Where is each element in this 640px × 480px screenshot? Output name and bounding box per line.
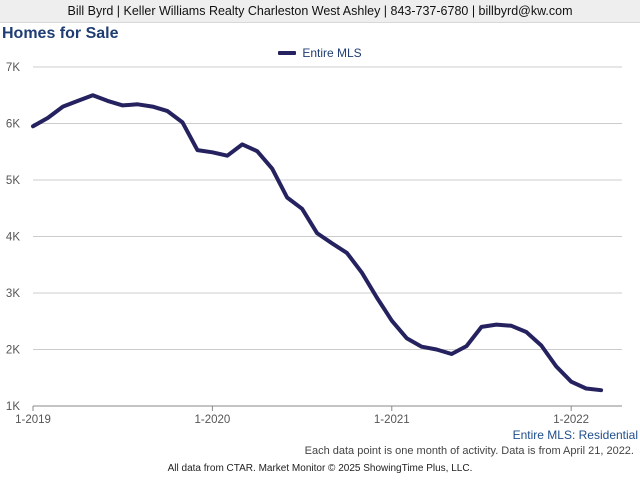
data-point <box>211 151 214 154</box>
data-point <box>435 348 438 351</box>
y-tick-label: 5K <box>6 175 20 187</box>
data-point <box>465 344 468 348</box>
data-point <box>181 121 184 124</box>
data-point <box>540 344 543 347</box>
legend-label: Entire MLS <box>302 46 362 60</box>
y-tick-label: 6K <box>6 119 20 131</box>
chart-title: Homes for Sale <box>2 25 119 42</box>
agent-header-bar: Bill Byrd | Keller Williams Realty Charl… <box>0 0 640 23</box>
data-note: Each data point is one month of activity… <box>304 445 634 457</box>
data-point <box>166 109 169 113</box>
data-point <box>480 325 483 329</box>
legend-swatch <box>278 51 297 55</box>
data-point <box>360 271 364 274</box>
agent-contact-line: Bill Byrd | Keller Williams Realty Charl… <box>67 4 573 18</box>
chart-legend: Entire MLS <box>0 46 640 60</box>
data-point <box>345 251 349 255</box>
data-point <box>495 323 498 326</box>
y-tick-label: 3K <box>6 288 20 300</box>
data-point <box>241 143 244 146</box>
y-tick-label: 4K <box>6 232 20 244</box>
data-point <box>136 103 139 106</box>
x-tick-label: 1-2020 <box>194 414 230 426</box>
chart-subtitle: Entire MLS: Residential <box>512 428 638 442</box>
y-tick-label: 2K <box>6 345 20 357</box>
data-point <box>270 167 274 170</box>
footer-credit: All data from CTAR. Market Monitor © 202… <box>167 463 473 474</box>
data-point <box>555 365 558 368</box>
data-point <box>61 105 65 108</box>
data-point <box>76 99 80 103</box>
data-point <box>196 148 199 152</box>
y-tick-label: 1K <box>6 401 20 413</box>
data-point <box>584 387 588 390</box>
data-point <box>300 207 304 211</box>
data-point <box>46 116 50 120</box>
x-tick-label: 1-2019 <box>15 414 51 426</box>
data-point <box>405 337 408 340</box>
data-point <box>420 345 423 348</box>
data-point <box>91 94 94 97</box>
data-point <box>226 154 229 157</box>
data-point <box>151 105 154 108</box>
data-point <box>599 388 603 392</box>
y-tick-label: 7K <box>6 62 20 74</box>
data-point <box>375 296 379 299</box>
data-point <box>315 231 319 235</box>
data-point <box>121 104 124 107</box>
data-point <box>510 324 513 327</box>
data-point <box>285 196 289 199</box>
series-line <box>31 93 604 393</box>
data-point <box>390 319 393 322</box>
data-point <box>525 330 528 334</box>
data-point <box>256 149 259 153</box>
data-point <box>330 242 334 245</box>
data-point <box>450 352 453 356</box>
data-point <box>31 125 35 128</box>
x-tick-label: 1-2022 <box>553 414 589 426</box>
x-tick-label: 1-2021 <box>374 414 410 426</box>
data-point <box>569 380 573 383</box>
data-point <box>106 99 109 103</box>
